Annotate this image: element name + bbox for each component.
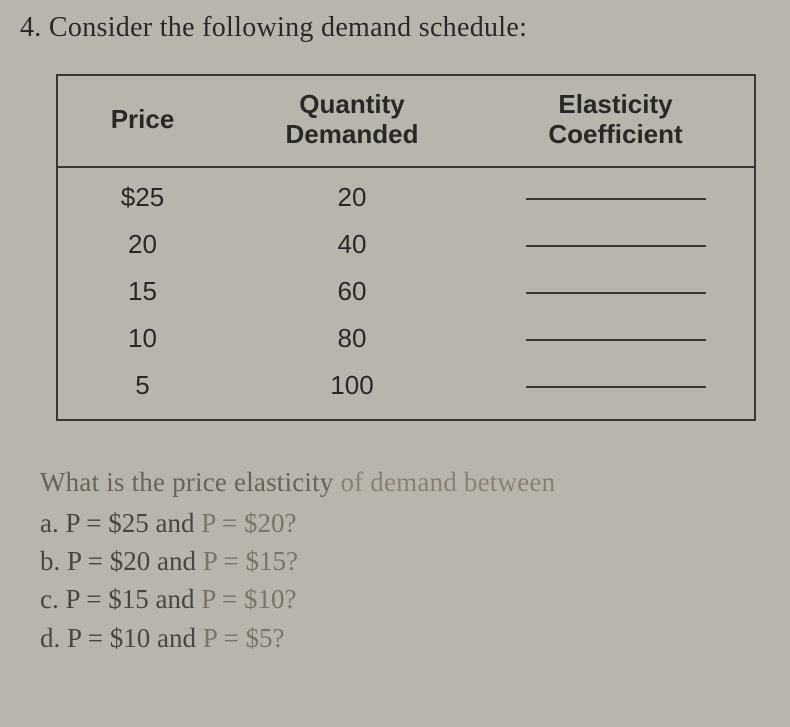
col-qty-label1: Quantity [299,89,404,119]
option-rhs: P = $10? [201,584,296,614]
cell-qty: 80 [227,315,477,362]
cell-coef [477,268,755,315]
option-lhs: P = $25 [65,508,148,538]
question-text: Consider the following demand schedule: [49,12,527,43]
option-rhs: P = $15? [203,546,298,576]
option-rhs: P = $20? [201,508,296,538]
options-list: a. P = $25 and P = $20? b. P = $20 and P… [40,504,760,657]
option-letter: c. [40,584,59,614]
prompt-lead: What is the price elasticity [40,467,334,497]
option-letter: a. [40,508,59,538]
option-b: b. P = $20 and P = $15? [40,542,760,580]
option-conj: and [155,508,194,538]
blank-line [526,198,706,200]
option-conj: and [157,623,196,653]
page: 4. Consider the following demand schedul… [0,0,790,677]
cell-qty: 60 [227,268,477,315]
option-lhs: P = $20 [67,546,150,576]
col-coef-label1: Elasticity [558,89,672,119]
question-header: 4. Consider the following demand schedul… [20,12,760,44]
option-letter: d. [40,623,60,653]
option-d: d. P = $10 and P = $5? [40,619,760,657]
cell-qty: 40 [227,221,477,268]
sub-question-prompt: What is the price elasticity of demand b… [40,467,760,498]
cell-price: 5 [57,362,227,420]
question-number: 4. [20,12,42,43]
table-row: 20 40 [57,221,755,268]
col-coef-label2: Coefficient [548,119,682,149]
cell-coef [477,362,755,420]
table-row: 10 80 [57,315,755,362]
option-letter: b. [40,546,60,576]
cell-qty: 20 [227,167,477,221]
table-row: 15 60 [57,268,755,315]
table-row: $25 20 [57,167,755,221]
blank-line [526,386,706,388]
cell-coef [477,315,755,362]
option-lhs: P = $10 [67,623,150,653]
cell-price: $25 [57,167,227,221]
blank-line [526,292,706,294]
option-lhs: P = $15 [65,584,148,614]
demand-table: Price Quantity Demanded Elasticity Coeff… [56,74,756,421]
col-price-header: Price [57,75,227,167]
prompt-tail: of demand between [340,467,555,497]
table-row: 5 100 [57,362,755,420]
col-qty-header: Quantity Demanded [227,75,477,167]
table-header-row: Price Quantity Demanded Elasticity Coeff… [57,75,755,167]
option-rhs: P = $5? [203,623,285,653]
cell-price: 15 [57,268,227,315]
blank-line [526,245,706,247]
cell-price: 20 [57,221,227,268]
col-coef-header: Elasticity Coefficient [477,75,755,167]
cell-qty: 100 [227,362,477,420]
demand-table-wrap: Price Quantity Demanded Elasticity Coeff… [56,74,750,421]
col-price-label: Price [111,104,175,134]
cell-coef [477,167,755,221]
cell-price: 10 [57,315,227,362]
col-qty-label2: Demanded [286,119,419,149]
option-conj: and [155,584,194,614]
option-a: a. P = $25 and P = $20? [40,504,760,542]
option-conj: and [157,546,196,576]
cell-coef [477,221,755,268]
blank-line [526,339,706,341]
option-c: c. P = $15 and P = $10? [40,580,760,618]
